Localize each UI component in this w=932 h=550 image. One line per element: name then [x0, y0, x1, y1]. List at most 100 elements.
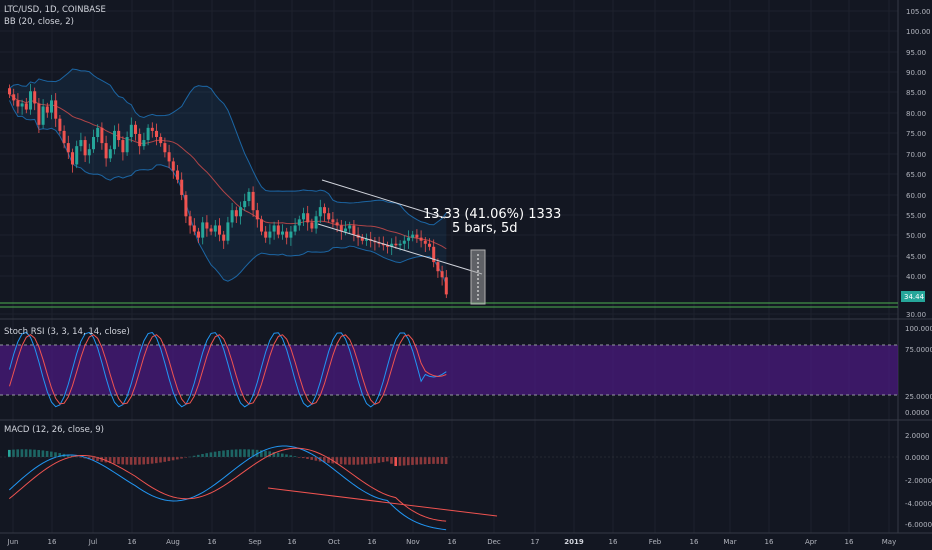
macd-series	[0, 445, 898, 531]
macd-axis[interactable]: 2.0000 0.0000 -2.0000 -4.0000 -6.0000	[905, 432, 932, 529]
macd-histogram-bar	[306, 457, 309, 459]
macd-histogram-bar	[436, 457, 439, 464]
macd-histogram-bar	[66, 454, 70, 457]
candle-body	[192, 225, 196, 232]
time-axis[interactable]: Jun 16 Jul 16 Aug 16 Sep 16 Oct 16 Nov 16 Dec 17 2019 1…	[7, 538, 897, 546]
price-axis[interactable]: 105.00 100.00 95.00 90.00 85.00 80.00 75.00 70.…	[906, 8, 931, 319]
candle-body	[29, 91, 32, 110]
macd-divergence-line[interactable]	[267, 487, 498, 517]
candle-body	[386, 245, 389, 247]
candle-body	[125, 137, 129, 153]
candle-body	[281, 231, 284, 235]
macd-histogram-bar	[163, 457, 166, 462]
macd-histogram-bar	[356, 457, 360, 465]
measure-change-label: 13.33 (41.06%) 1333	[423, 207, 561, 222]
stoch-axis[interactable]: 100.0000 75.0000 25.0000 0.0000	[905, 325, 932, 417]
bb-indicator-label[interactable]: BB (20, close, 2)	[4, 17, 74, 27]
candle-body	[8, 88, 11, 95]
time-tick-label: Mar	[723, 538, 736, 546]
price-tick-label: 75.00	[906, 130, 926, 138]
candle-body	[71, 152, 74, 165]
macd-histogram-bar	[58, 453, 61, 457]
stoch-rsi-lines	[9, 331, 447, 408]
time-tick-label: 2019	[564, 538, 584, 546]
price-tick-label: 60.00	[906, 192, 926, 200]
stoch-title[interactable]: Stoch RSI (3, 3, 14, 14, close)	[4, 327, 130, 337]
time-tick-label: May	[882, 538, 896, 546]
price-pane[interactable]	[0, 0, 898, 318]
macd-histogram-bar	[142, 457, 145, 465]
channel-upper-line[interactable]	[321, 179, 446, 219]
candle-body	[41, 106, 45, 125]
macd-histogram-bar	[8, 449, 11, 457]
candle-body	[201, 222, 205, 238]
macd-histogram-bar	[344, 457, 347, 465]
macd-histogram-bar	[243, 449, 246, 457]
macd-pane[interactable]	[0, 421, 898, 533]
macd-histogram-bar	[432, 457, 435, 464]
candle-body	[150, 127, 154, 131]
candle-body	[327, 213, 331, 220]
measure-box[interactable]	[470, 249, 486, 305]
macd-histogram-bar	[176, 457, 179, 460]
candle-body	[444, 277, 448, 295]
macd-histogram-bar	[310, 457, 313, 460]
candle-body	[428, 243, 431, 247]
candle-body	[24, 103, 28, 110]
macd-histogram-bar	[281, 453, 284, 457]
candle-body	[268, 231, 272, 238]
macd-histogram-bar	[171, 457, 175, 461]
macd-histogram-bar	[352, 457, 355, 465]
candle-body	[239, 207, 242, 217]
macd-signal-line	[8, 447, 447, 522]
stoch-tick-label: 100.0000	[905, 325, 932, 333]
macd-histogram-bar	[20, 449, 24, 457]
macd-histogram-bar	[302, 457, 305, 459]
candle-body	[218, 225, 221, 235]
macd-tick-label: -4.0000	[905, 500, 932, 508]
macd-line	[8, 445, 447, 531]
macd-histogram-bar	[209, 452, 213, 457]
candle-body	[37, 103, 41, 125]
price-tick-label: 50.00	[906, 232, 926, 240]
macd-histogram-bar	[205, 453, 208, 457]
time-tick-label: Jul	[88, 538, 98, 546]
macd-tick-label: 0.0000	[905, 454, 930, 462]
candle-body	[100, 127, 104, 144]
candle-body	[222, 234, 226, 241]
macd-histogram-bar	[423, 457, 427, 465]
macd-histogram-bar	[407, 457, 410, 466]
candle-body	[75, 146, 79, 165]
symbol-title[interactable]: LTC/USD, 1D, COINBASE	[4, 5, 106, 15]
macd-histogram-bar	[348, 457, 351, 465]
candle-body	[92, 137, 95, 150]
macd-histogram-bar	[201, 453, 204, 457]
candle-body	[411, 234, 415, 238]
candle-body	[255, 210, 259, 220]
macd-histogram-bar	[41, 450, 45, 457]
macd-tick-label: -6.0000	[905, 521, 932, 529]
candle-body	[50, 100, 53, 113]
macd-histogram-bar	[96, 457, 99, 461]
time-tick-label: 16	[288, 538, 297, 546]
candle-body	[276, 225, 280, 235]
macd-histogram-bar	[276, 452, 280, 457]
candle-body	[335, 222, 339, 226]
stoch-k-line	[9, 331, 447, 408]
candle-body	[16, 100, 20, 107]
candle-body	[407, 237, 410, 241]
stoch-d-line	[9, 334, 447, 405]
channel-lower-line[interactable]	[317, 223, 483, 275]
candle-body	[293, 225, 297, 232]
macd-histogram-bar	[150, 457, 154, 464]
candle-body	[213, 225, 217, 232]
macd-histogram-bar	[293, 456, 297, 457]
time-tick-label: Apr	[805, 538, 817, 546]
macd-histogram-bar	[184, 457, 187, 458]
candle-body	[134, 124, 137, 134]
candle-body	[323, 207, 326, 214]
macd-title[interactable]: MACD (12, 26, close, 9)	[4, 425, 104, 435]
candle-body	[108, 149, 112, 159]
candle-body	[390, 243, 394, 247]
